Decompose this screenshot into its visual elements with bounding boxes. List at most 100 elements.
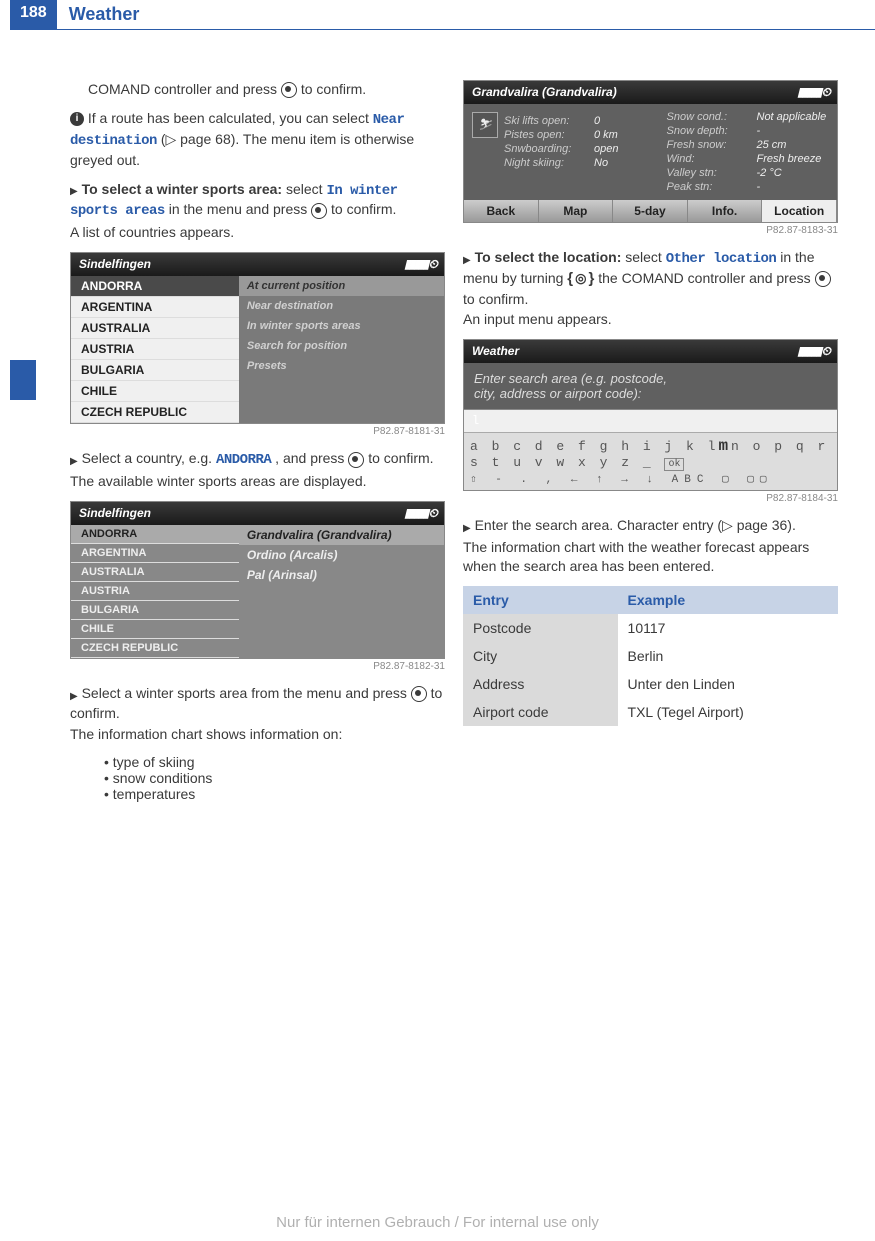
shot-caption: P82.87-8181-31 [70,426,445,437]
table-header: Example [618,586,838,614]
menu-item: At current position [239,276,444,296]
search-prompt: Enter search area (e.g. postcode, city, … [464,363,837,409]
step: Enter the search area. Character entry (… [463,516,838,576]
side-tab: Online and Internet functions [10,360,36,860]
list-item: Pal (Arinsal) [239,565,444,585]
value: - [757,125,761,137]
page-header: 188 Weather [10,0,875,30]
list-item: BULGARIA [71,360,239,381]
controller-press-icon [311,203,327,219]
menu-item: Search for position [239,336,444,356]
label: Valley stn: [667,167,757,179]
list-item: ANDORRA [71,276,239,297]
list-item: AUSTRIA [71,339,239,360]
table-cell: Unter den Linden [618,670,838,698]
shot-title: Sindelfingen [79,257,151,272]
bullet: type of skiing [104,754,445,770]
signal-icon: ▮▮▮▮▮ ⏲ [404,506,436,521]
step-marker-icon [463,517,471,536]
text: in the menu and press [169,201,311,217]
menu-item: Presets [239,356,444,376]
shot-caption: P82.87-8183-31 [463,225,838,236]
list-item: CHILE [71,620,239,639]
text: COMAND controller and press [88,81,281,97]
label: Wind: [667,153,757,165]
bottombar-item: Map [539,200,614,222]
ok-key: ok [664,458,684,471]
signal-icon: ▮▮▮▮▮ ⏲ [404,257,436,272]
table-header: Entry [463,586,618,614]
value: - [757,181,761,193]
label: Snwboarding: [504,143,594,155]
right-column: Grandvalira (Grandvalira) ▮▮▮▮▮ ⏲ ⛷ Ski … [463,80,838,802]
menu-item: In winter sports areas [239,316,444,336]
step-result: A list of countries appears. [70,223,445,242]
controller-press-icon [411,686,427,702]
bullet: snow conditions [104,770,445,786]
list-item: CZECH REPUBLIC [71,639,239,658]
left-column: COMAND controller and press to confirm. … [70,80,445,802]
bottombar-item: Info. [688,200,763,222]
text: Enter the search area. Character entry (… [475,517,796,533]
value: Not applicable [757,111,827,123]
list-item: Ordino (Arcalis) [239,545,444,565]
list-item: ARGENTINA [71,544,239,563]
entry-example-table: Entry Example Postcode 10117 City Berlin… [463,586,838,726]
text: to confirm. [301,81,366,97]
list-item: CZECH REPUBLIC [71,402,239,423]
skier-icon: ⛷ [472,112,498,138]
value: No [594,157,608,169]
step-result: The available winter sports areas are di… [70,472,445,491]
step-bold: To select a winter sports area: [82,181,282,197]
step-marker-icon [70,685,78,704]
screenshot-country-list: Sindelfingen ▮▮▮▮▮ ⏲ ANDORRA ARGENTINA A… [70,252,445,424]
text: to confirm. [463,291,528,307]
label: Peak stn: [667,181,757,193]
shot-area-list: Grandvalira (Grandvalira) Ordino (Arcali… [239,525,444,658]
weather-data-panel: ⛷ Ski lifts open: 0 Pistes open: 0 km Sn… [464,104,837,200]
menu-item: Near destination [239,296,444,316]
shot-bottom-bar: Back Map 5-day Info. Location [464,200,837,222]
table-cell: TXL (Tegel Airport) [618,698,838,726]
info-icon [70,112,84,126]
step-bold: To select the location: [475,249,622,265]
controller-press-icon [281,82,297,98]
text: the COMAND controller and press [598,270,814,286]
label: Snow depth: [667,125,757,137]
paragraph: COMAND controller and press to confirm. [88,80,445,99]
text: If a route has been calculated, you can … [88,110,373,126]
step-result: The information chart with the weather f… [463,538,838,576]
signal-icon: ▮▮▮▮▮ ⏲ [797,85,829,100]
shot-caption: P82.87-8184-31 [463,493,838,504]
controller-press-icon [815,271,831,287]
text: Select a winter sports area from the men… [82,685,411,701]
menu-text: Other location [666,251,777,267]
info-note: If a route has been calculated, you can … [70,109,445,170]
shot-title: Weather [472,344,519,359]
screenshot-areas-list: Sindelfingen ▮▮▮▮▮ ⏲ ANDORRA ARGENTINA A… [70,501,445,659]
label: Snow cond.: [667,111,757,123]
list-item: BULGARIA [71,601,239,620]
table-cell: Address [463,670,618,698]
bottombar-item: Back [464,200,539,222]
keys-highlight: m [718,437,731,455]
bottombar-item: 5-day [613,200,688,222]
step-marker-icon [70,180,78,199]
shot-title: Grandvalira (Grandvalira) [472,85,617,100]
list-item: ARGENTINA [71,297,239,318]
label: Pistes open: [504,129,594,141]
text: to confirm. [368,450,433,466]
prompt-line: Enter search area (e.g. postcode, [474,371,827,386]
bullet-list: type of skiing snow conditions temperatu… [104,754,445,802]
text: Select a country, e.g. [82,450,216,466]
search-input-value: l [464,409,837,432]
step: To select a winter sports area: select I… [70,180,445,243]
text: select [286,181,326,197]
onscreen-keyboard: a b c d e f g h i j k lmn o p q r s t u … [464,432,837,490]
list-item: AUSTRALIA [71,563,239,582]
bottombar-item: Location [762,200,837,222]
text: select [625,249,665,265]
screenshot-search-input: Weather ▮▮▮▮▮ ⏲ Enter search area (e.g. … [463,339,838,491]
list-item: Grandvalira (Grandvalira) [239,525,444,545]
list-item: CHILE [71,381,239,402]
